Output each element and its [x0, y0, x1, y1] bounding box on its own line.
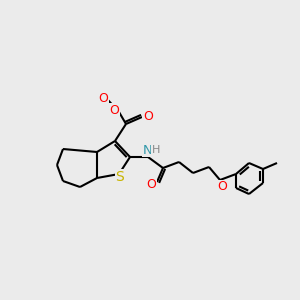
- Text: N: N: [143, 143, 153, 157]
- Text: O: O: [146, 178, 156, 191]
- Text: O: O: [217, 181, 227, 194]
- Text: S: S: [116, 170, 124, 184]
- Text: H: H: [152, 145, 160, 155]
- Text: O: O: [98, 92, 108, 106]
- Text: O: O: [143, 110, 153, 122]
- Text: O: O: [109, 103, 119, 116]
